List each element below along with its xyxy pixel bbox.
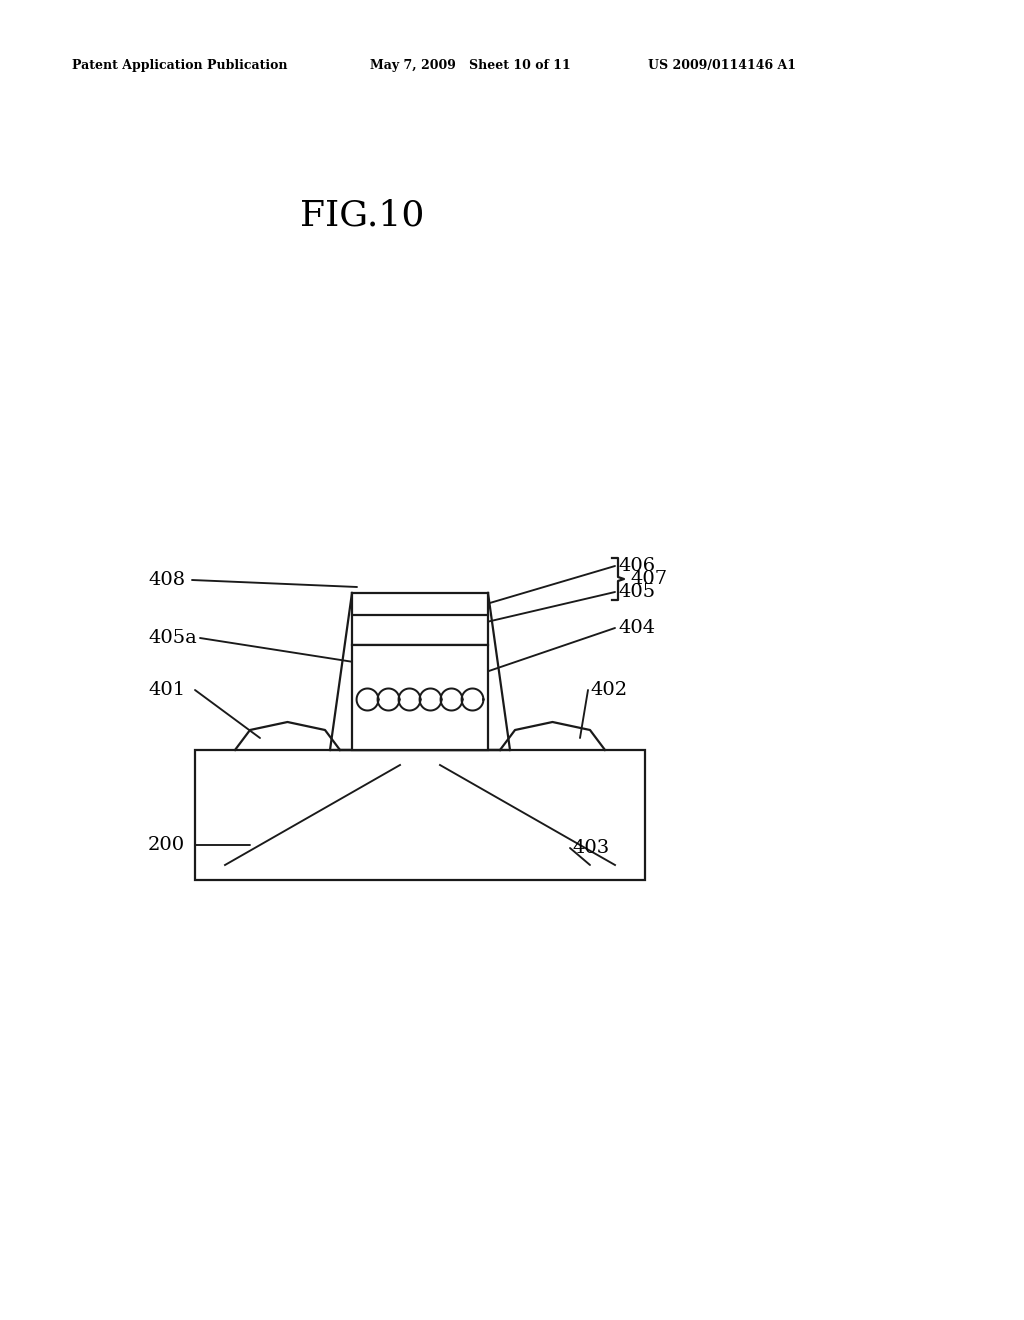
Text: 406: 406 — [618, 557, 655, 576]
Text: 401: 401 — [148, 681, 185, 700]
Text: FIG.10: FIG.10 — [300, 198, 424, 232]
Bar — [352, 593, 488, 645]
Text: 403: 403 — [572, 840, 609, 857]
Text: 405: 405 — [618, 583, 655, 601]
Text: 404: 404 — [618, 619, 655, 638]
Bar — [352, 645, 488, 750]
Text: 402: 402 — [590, 681, 627, 700]
Text: 407: 407 — [630, 570, 667, 587]
Text: 405a: 405a — [148, 630, 197, 647]
Text: 408: 408 — [148, 572, 185, 589]
Text: 200: 200 — [148, 836, 185, 854]
Text: May 7, 2009   Sheet 10 of 11: May 7, 2009 Sheet 10 of 11 — [370, 58, 570, 71]
Text: Patent Application Publication: Patent Application Publication — [72, 58, 288, 71]
Bar — [195, 750, 645, 880]
Text: US 2009/0114146 A1: US 2009/0114146 A1 — [648, 58, 796, 71]
